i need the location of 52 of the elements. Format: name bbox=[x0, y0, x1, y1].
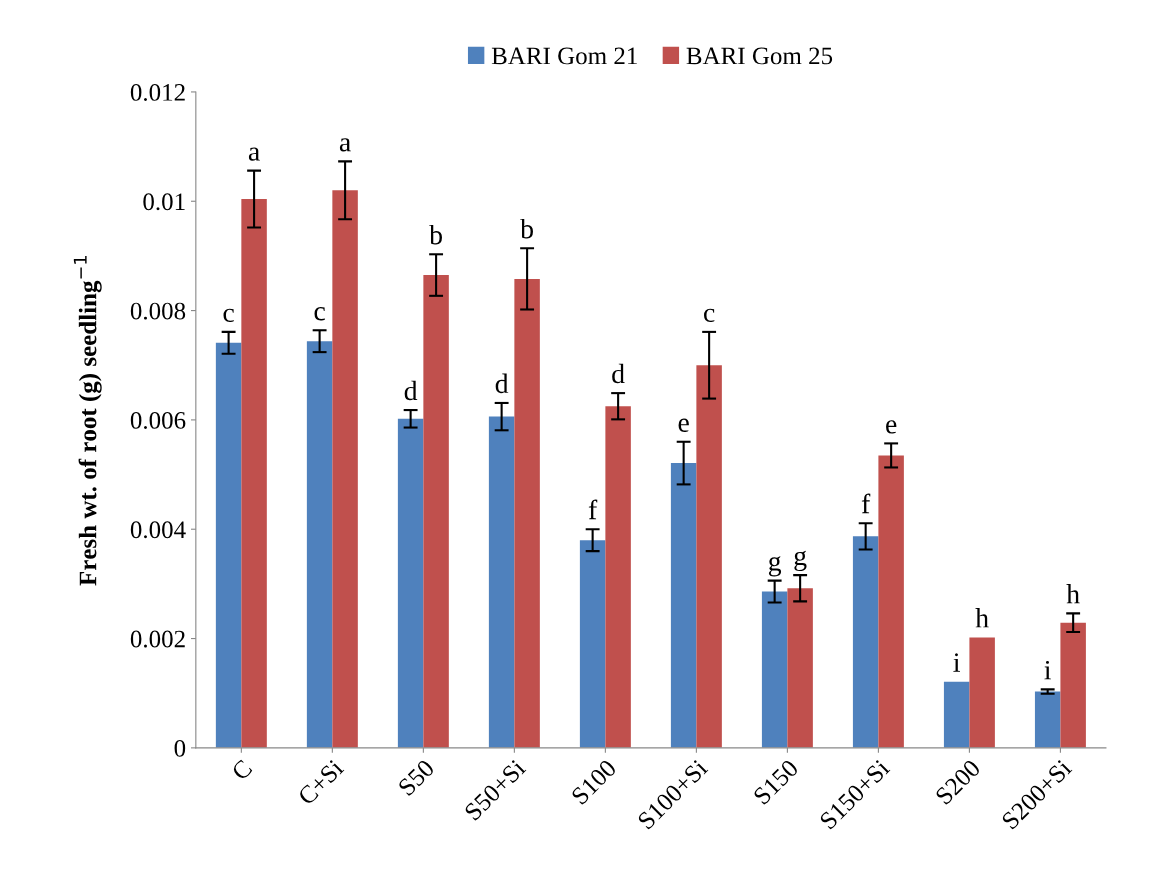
data-label: d bbox=[495, 373, 509, 394]
bar bbox=[787, 588, 813, 748]
bar bbox=[696, 365, 722, 748]
y-tick-label: 0.012 bbox=[130, 83, 185, 101]
data-label: c bbox=[223, 308, 234, 323]
y-tick-label: 0.006 bbox=[130, 411, 186, 429]
bar bbox=[241, 199, 267, 748]
y-tick-label: 0.01 bbox=[143, 193, 185, 211]
bar bbox=[579, 540, 606, 748]
legend-label: BARI Gom 25 bbox=[686, 47, 833, 65]
y-tick-label: 0.002 bbox=[130, 630, 185, 648]
bar bbox=[605, 406, 631, 748]
bar bbox=[215, 342, 242, 748]
data-label: e bbox=[678, 418, 689, 432]
data-label: f bbox=[588, 499, 598, 520]
data-label: f bbox=[861, 493, 871, 514]
data-label: g bbox=[768, 556, 782, 577]
y-tick-label: 0 bbox=[174, 739, 186, 757]
data-label: h bbox=[1066, 584, 1080, 604]
bar bbox=[514, 278, 540, 748]
bar bbox=[969, 637, 995, 748]
bar bbox=[423, 275, 449, 748]
bar bbox=[852, 536, 879, 748]
data-label: c bbox=[704, 308, 715, 323]
data-label: a bbox=[339, 138, 351, 152]
bar bbox=[332, 190, 358, 748]
data-label: d bbox=[404, 380, 418, 401]
data-label: c bbox=[314, 307, 325, 321]
data-label: g bbox=[794, 550, 807, 571]
data-label: h bbox=[975, 608, 989, 628]
data-label: i bbox=[1044, 660, 1051, 680]
bar bbox=[1060, 622, 1086, 748]
bar bbox=[1034, 691, 1061, 748]
x-tick-label: C bbox=[230, 759, 253, 782]
bar bbox=[943, 681, 970, 748]
bar bbox=[488, 416, 515, 748]
y-axis-title: Fresh wt. of root (g) seedling$^{−1}$ bbox=[73, 256, 102, 586]
data-label: i bbox=[953, 653, 960, 672]
data-label: d bbox=[612, 363, 625, 384]
x-tick-label: S50 bbox=[397, 758, 436, 797]
bar bbox=[397, 418, 424, 748]
legend-label: BARI Gom 21 bbox=[491, 47, 637, 65]
bar bbox=[670, 463, 697, 748]
data-label: b bbox=[429, 224, 442, 245]
data-label: e bbox=[886, 420, 897, 434]
data-label: a bbox=[248, 147, 260, 161]
bar bbox=[306, 341, 333, 748]
bar bbox=[761, 591, 788, 748]
data-label: b bbox=[520, 218, 533, 239]
y-tick-label: 0.004 bbox=[130, 521, 186, 539]
bar bbox=[878, 455, 904, 748]
y-tick-label: 0.008 bbox=[130, 302, 186, 320]
